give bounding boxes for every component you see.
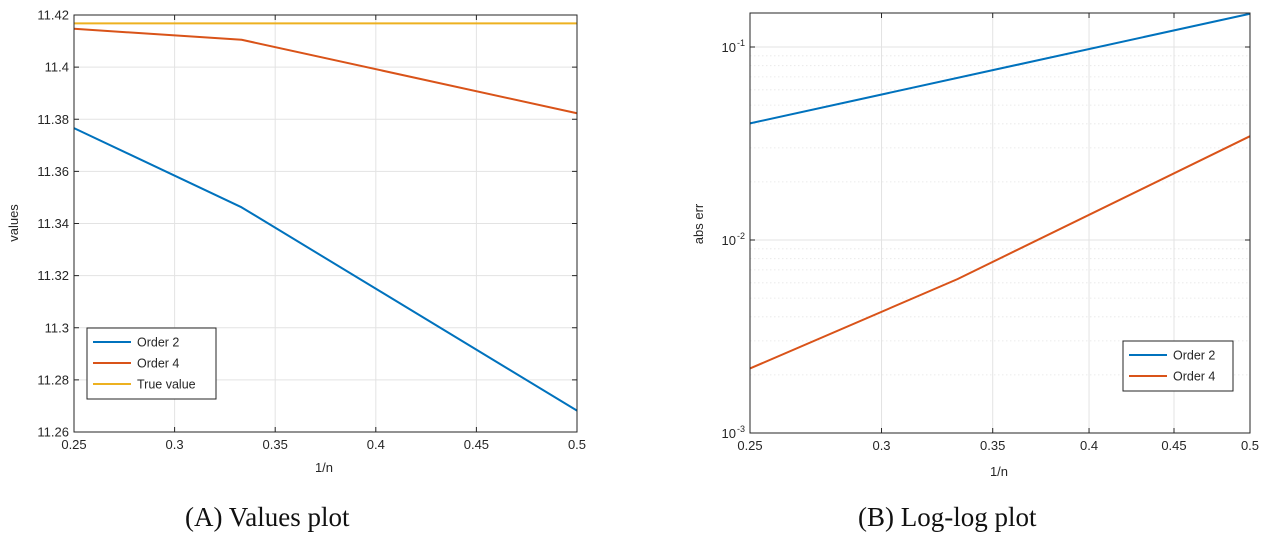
- x-tick-label: 0.25: [61, 437, 86, 452]
- y-tick-label: 10: [722, 426, 736, 441]
- x-tick-label: 0.45: [464, 437, 489, 452]
- y-tick-label: 11.34: [37, 216, 69, 231]
- y-tick-label: 11.26: [37, 425, 69, 440]
- y-tick-label: 11.28: [37, 372, 69, 387]
- log-log-plot-chart: 0.25 0.3 0.35 0.4 0.45 0.510-310-210-1 1/n ab…: [691, 12, 1259, 479]
- caption-values-plot: (A) Values plot: [185, 502, 350, 533]
- caption-log-log-plot: (B) Log-log plot: [858, 502, 1037, 533]
- y-tick-label: 10: [722, 40, 736, 55]
- y-tick-label: 11.42: [37, 8, 69, 23]
- series-line: [749, 12, 1251, 125]
- y-tick-exponent: -3: [737, 424, 745, 434]
- x-tick-label: 0.5: [1241, 438, 1259, 453]
- y-tick-label: 10: [722, 233, 736, 248]
- caption-text: Values plot: [228, 502, 350, 532]
- caption-label: (B): [858, 502, 894, 532]
- x-tick-label: 0.5: [568, 437, 586, 452]
- y-tick-label: 11.32: [37, 268, 69, 283]
- legend-label: True value: [137, 378, 196, 392]
- x-tick-label: 0.35: [980, 438, 1005, 453]
- series-line: [749, 135, 1251, 370]
- y-tick-exponent: -1: [737, 38, 745, 48]
- y-tick-label: 11.36: [37, 164, 69, 179]
- caption-text: Log-log plot: [900, 502, 1037, 532]
- x-axis-label: 1/n: [990, 464, 1008, 479]
- x-tick-label: 0.35: [263, 437, 288, 452]
- legend: Order 2 Order 4 True value: [86, 327, 217, 400]
- x-tick-label: 0.4: [367, 437, 385, 452]
- legend-label: Order 2: [1173, 349, 1215, 363]
- x-tick-label: 0.3: [872, 438, 890, 453]
- series-line: [73, 27, 578, 115]
- y-tick-exponent: -2: [737, 231, 745, 241]
- caption-label: (A): [185, 502, 223, 532]
- y-axis-label: values: [6, 204, 21, 242]
- x-tick-label: 0.25: [737, 438, 762, 453]
- values-plot-chart: 0.25 0.3 0.35 0.4 0.45 0.5 11.26 11.28 11.3 11.32…: [6, 8, 586, 476]
- legend-box: [1122, 340, 1234, 392]
- legend: Order 2 Order 4: [1122, 340, 1234, 392]
- x-tick-label: 0.45: [1161, 438, 1186, 453]
- y-tick-label: 11.38: [37, 112, 69, 127]
- x-tick-label: 0.4: [1080, 438, 1098, 453]
- legend-label: Order 4: [137, 357, 179, 371]
- series-line: [73, 127, 578, 412]
- legend-label: Order 4: [1173, 370, 1215, 384]
- x-tick-label: 0.3: [166, 437, 184, 452]
- x-axis-label: 1/n: [315, 460, 333, 475]
- legend-label: Order 2: [137, 336, 179, 350]
- y-tick-label: 11.3: [45, 320, 69, 335]
- y-axis-label: abs err: [691, 203, 706, 244]
- y-tick-label: 11.4: [45, 60, 69, 75]
